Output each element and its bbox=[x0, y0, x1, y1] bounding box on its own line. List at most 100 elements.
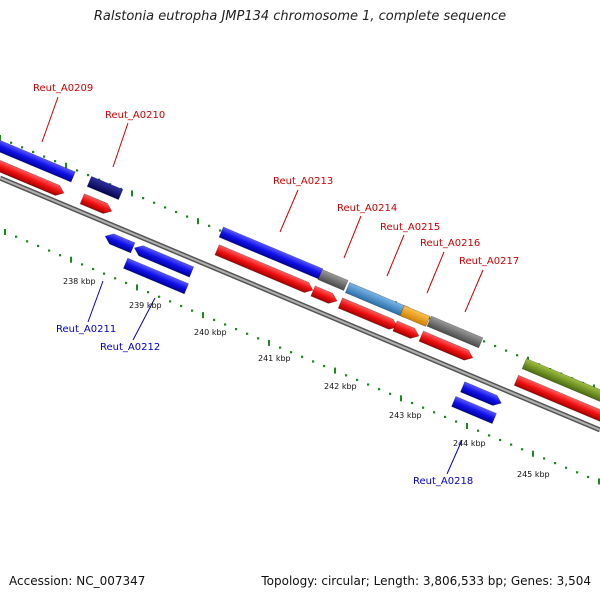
track-dot bbox=[103, 272, 106, 275]
gene-reut-a0217[interactable] bbox=[418, 330, 475, 363]
gene-reut-a0210-cds[interactable] bbox=[86, 175, 124, 201]
kbp-scale-labels: 238 kbp 239 kbp 240 kbp 241 kbp 242 kbp … bbox=[63, 277, 550, 479]
gene-label-reut-a0211[interactable]: Reut_A0211 bbox=[56, 324, 116, 335]
tick-label-240: 240 kbp bbox=[194, 328, 227, 337]
track-dot bbox=[59, 254, 62, 257]
track-dot bbox=[483, 340, 486, 343]
track-dot bbox=[15, 235, 18, 238]
track-dot bbox=[224, 323, 227, 326]
track-dot bbox=[180, 304, 183, 308]
gene-label-reut-a0217[interactable]: Reut_A0217 bbox=[459, 256, 519, 267]
gene-label-reut-a0214[interactable]: Reut_A0214 bbox=[337, 203, 397, 214]
track-dot bbox=[186, 215, 189, 218]
track-dot bbox=[169, 300, 172, 303]
track-dot bbox=[516, 354, 519, 357]
gene-reut-a0218[interactable] bbox=[451, 396, 497, 424]
gene-reut-a0216[interactable] bbox=[392, 320, 421, 341]
track-dot bbox=[554, 462, 557, 465]
track-dot bbox=[422, 406, 425, 409]
track-dot bbox=[147, 291, 150, 294]
reverse-gene-labels: Reut_A0211 Reut_A0212 Reut_A0218 bbox=[56, 324, 473, 487]
leader-reut-a0209 bbox=[41, 96, 59, 143]
gene-label-reut-a0212[interactable]: Reut_A0212 bbox=[100, 342, 160, 353]
track-dot bbox=[76, 169, 79, 172]
track-dot bbox=[87, 173, 90, 177]
track-dot bbox=[455, 420, 458, 423]
gene-next-cds[interactable] bbox=[521, 358, 600, 412]
track-dot bbox=[257, 337, 260, 340]
track-dot bbox=[32, 150, 35, 154]
gene-label-reut-a0210[interactable]: Reut_A0210 bbox=[105, 110, 165, 121]
track-dot bbox=[565, 466, 568, 469]
gene-label-reut-a0218[interactable]: Reut_A0218 bbox=[413, 476, 473, 487]
forward-gene-labels: Reut_A0209 Reut_A0210 Reut_A0213 Reut_A0… bbox=[33, 83, 519, 267]
gene-reut-a0214[interactable] bbox=[310, 285, 339, 306]
gene-reut-a0216-cds[interactable] bbox=[399, 305, 431, 327]
leader-reut-a0216 bbox=[426, 251, 445, 294]
gene-label-reut-a0215[interactable]: Reut_A0215 bbox=[380, 222, 440, 233]
gene-reut-a0214-cds[interactable] bbox=[317, 269, 349, 291]
tick-label-245: 245 kbp bbox=[517, 470, 550, 479]
tick-label-238: 238 kbp bbox=[63, 277, 96, 286]
leader-reut-a0213 bbox=[279, 189, 299, 233]
track-dot bbox=[219, 229, 222, 232]
track-dot bbox=[576, 471, 579, 474]
track-dot bbox=[510, 443, 513, 446]
track-dot bbox=[114, 277, 117, 280]
leader-reut-a0210 bbox=[112, 122, 129, 168]
track-dot bbox=[81, 263, 84, 266]
leader-reut-a0217 bbox=[464, 269, 484, 313]
genome-summary-text: Topology: circular; Length: 3,806,533 bp… bbox=[261, 574, 591, 588]
track-dot bbox=[21, 146, 24, 149]
track-dot bbox=[175, 210, 178, 214]
track-dot bbox=[246, 332, 249, 335]
track-dot bbox=[444, 415, 447, 418]
gene-reut-a0212[interactable] bbox=[132, 243, 195, 278]
track-dot bbox=[153, 201, 156, 204]
track-dot bbox=[356, 378, 359, 382]
gene-reut-a0209-cds[interactable] bbox=[0, 133, 76, 183]
track-dot bbox=[543, 457, 546, 460]
gene-label-reut-a0216[interactable]: Reut_A0216 bbox=[420, 238, 480, 249]
track-dot bbox=[433, 411, 436, 414]
track-dot bbox=[521, 448, 524, 451]
gene-label-reut-a0209[interactable]: Reut_A0209 bbox=[33, 83, 93, 94]
gene-features bbox=[0, 133, 600, 429]
track-dot bbox=[378, 388, 381, 391]
track-dot bbox=[587, 475, 590, 479]
gene-reut-a0215[interactable] bbox=[337, 297, 399, 332]
track-dot bbox=[411, 401, 414, 405]
tick-label-242: 242 kbp bbox=[324, 382, 357, 391]
gene-reut-a0217-cds[interactable] bbox=[426, 315, 484, 349]
track-dot bbox=[494, 344, 497, 348]
track-dot bbox=[191, 309, 194, 312]
track-dot bbox=[37, 244, 40, 248]
leader-reut-a0212 bbox=[132, 297, 156, 341]
tick-label-243: 243 kbp bbox=[389, 411, 422, 420]
leader-reut-a0218 bbox=[446, 439, 463, 475]
track-dot bbox=[389, 392, 392, 395]
gene-reut-a0210[interactable] bbox=[79, 193, 114, 217]
gene-reut-a0218-a[interactable] bbox=[460, 381, 504, 408]
gene-next[interactable] bbox=[513, 374, 600, 429]
track-dot bbox=[125, 281, 128, 285]
gene-label-reut-a0213[interactable]: Reut_A0213 bbox=[273, 176, 333, 187]
track-dot bbox=[301, 355, 304, 358]
track-dot bbox=[54, 160, 57, 163]
map-title: Ralstonia eutropha JMP134 chromosome 1, … bbox=[93, 9, 507, 24]
gene-reut-a0212-cds[interactable] bbox=[123, 257, 189, 295]
track-dot bbox=[499, 438, 502, 442]
gene-reut-a0213[interactable] bbox=[214, 244, 315, 295]
track-dot bbox=[345, 374, 348, 377]
gene-reut-a0209[interactable] bbox=[0, 157, 66, 198]
leader-reut-a0211 bbox=[87, 280, 104, 323]
track-dot bbox=[312, 360, 315, 363]
gene-reut-a0211[interactable] bbox=[103, 231, 136, 254]
track-dot bbox=[158, 295, 161, 298]
track-dot bbox=[477, 429, 480, 432]
track-dot bbox=[235, 328, 238, 331]
leader-reut-a0214 bbox=[343, 215, 362, 259]
track-dot bbox=[213, 318, 216, 321]
track-dot bbox=[10, 141, 13, 144]
